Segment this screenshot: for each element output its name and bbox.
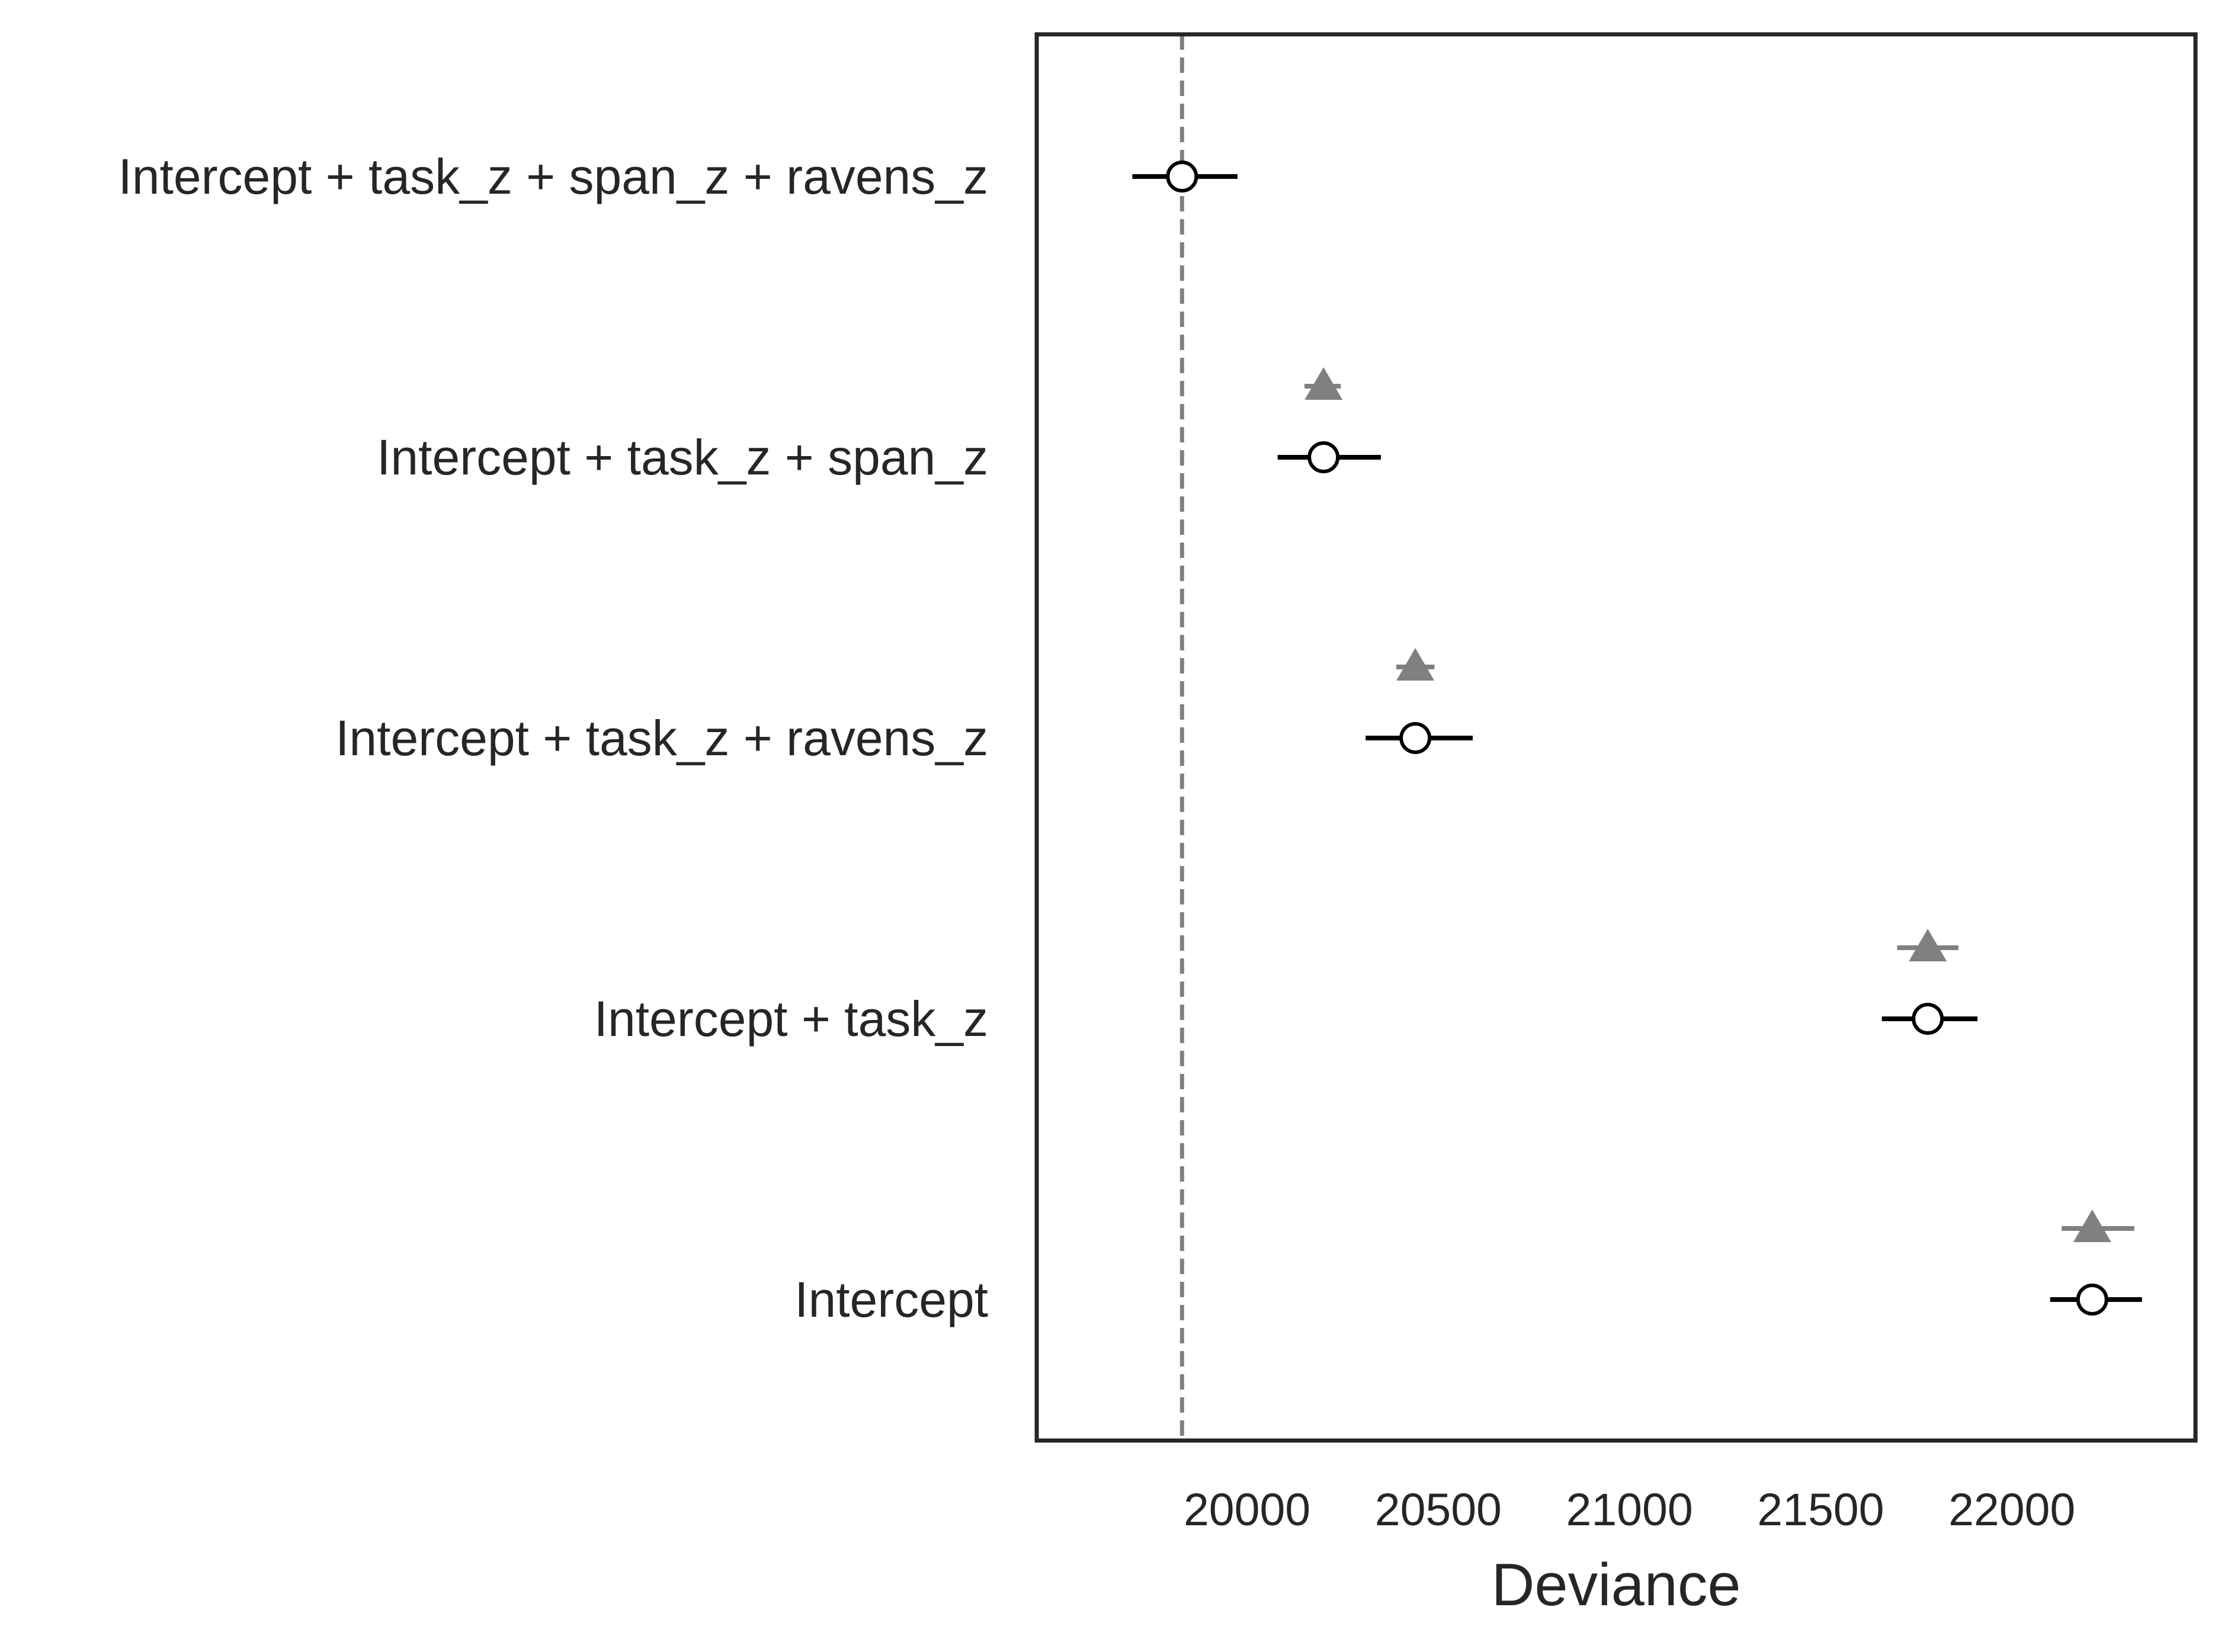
- x-tick-label: 20000: [1184, 1484, 1310, 1535]
- y-tick-label: Intercept + task_z + ravens_z: [335, 710, 988, 766]
- in-sample-triangle-marker: [2073, 1210, 2111, 1243]
- y-tick-label: Intercept: [794, 1272, 988, 1327]
- in-sample-triangle-marker: [1304, 367, 1343, 400]
- in-sample-triangle-marker: [1396, 648, 1435, 681]
- y-tick-label: Intercept + task_z + span_z: [377, 429, 988, 485]
- labels-layer: 20000 20500 21000 21500 22000 Intercept + tas…: [118, 149, 2075, 1535]
- in-sample-triangle-marker: [1909, 929, 1947, 962]
- deviance-circle-marker: [1166, 161, 1198, 193]
- deviance-circle-marker: [2076, 1284, 2108, 1316]
- deviance-circle-marker: [1307, 441, 1340, 473]
- y-tick-label: Intercept + task_z: [594, 991, 988, 1047]
- deviance-circle-marker: [1912, 1003, 1944, 1035]
- x-tick-label: 20500: [1375, 1484, 1502, 1535]
- x-axis-label: Deviance: [1491, 1552, 1741, 1618]
- x-tick-label: 21500: [1757, 1484, 1884, 1535]
- plot-frame: [1034, 32, 2198, 1443]
- marks-layer: [1132, 161, 2142, 1316]
- x-tick-label: 21000: [1566, 1484, 1693, 1535]
- deviance-circle-marker: [1399, 722, 1432, 754]
- x-tick-label: 22000: [1948, 1484, 2075, 1535]
- y-tick-label: Intercept + task_z + span_z + ravens_z: [118, 149, 988, 204]
